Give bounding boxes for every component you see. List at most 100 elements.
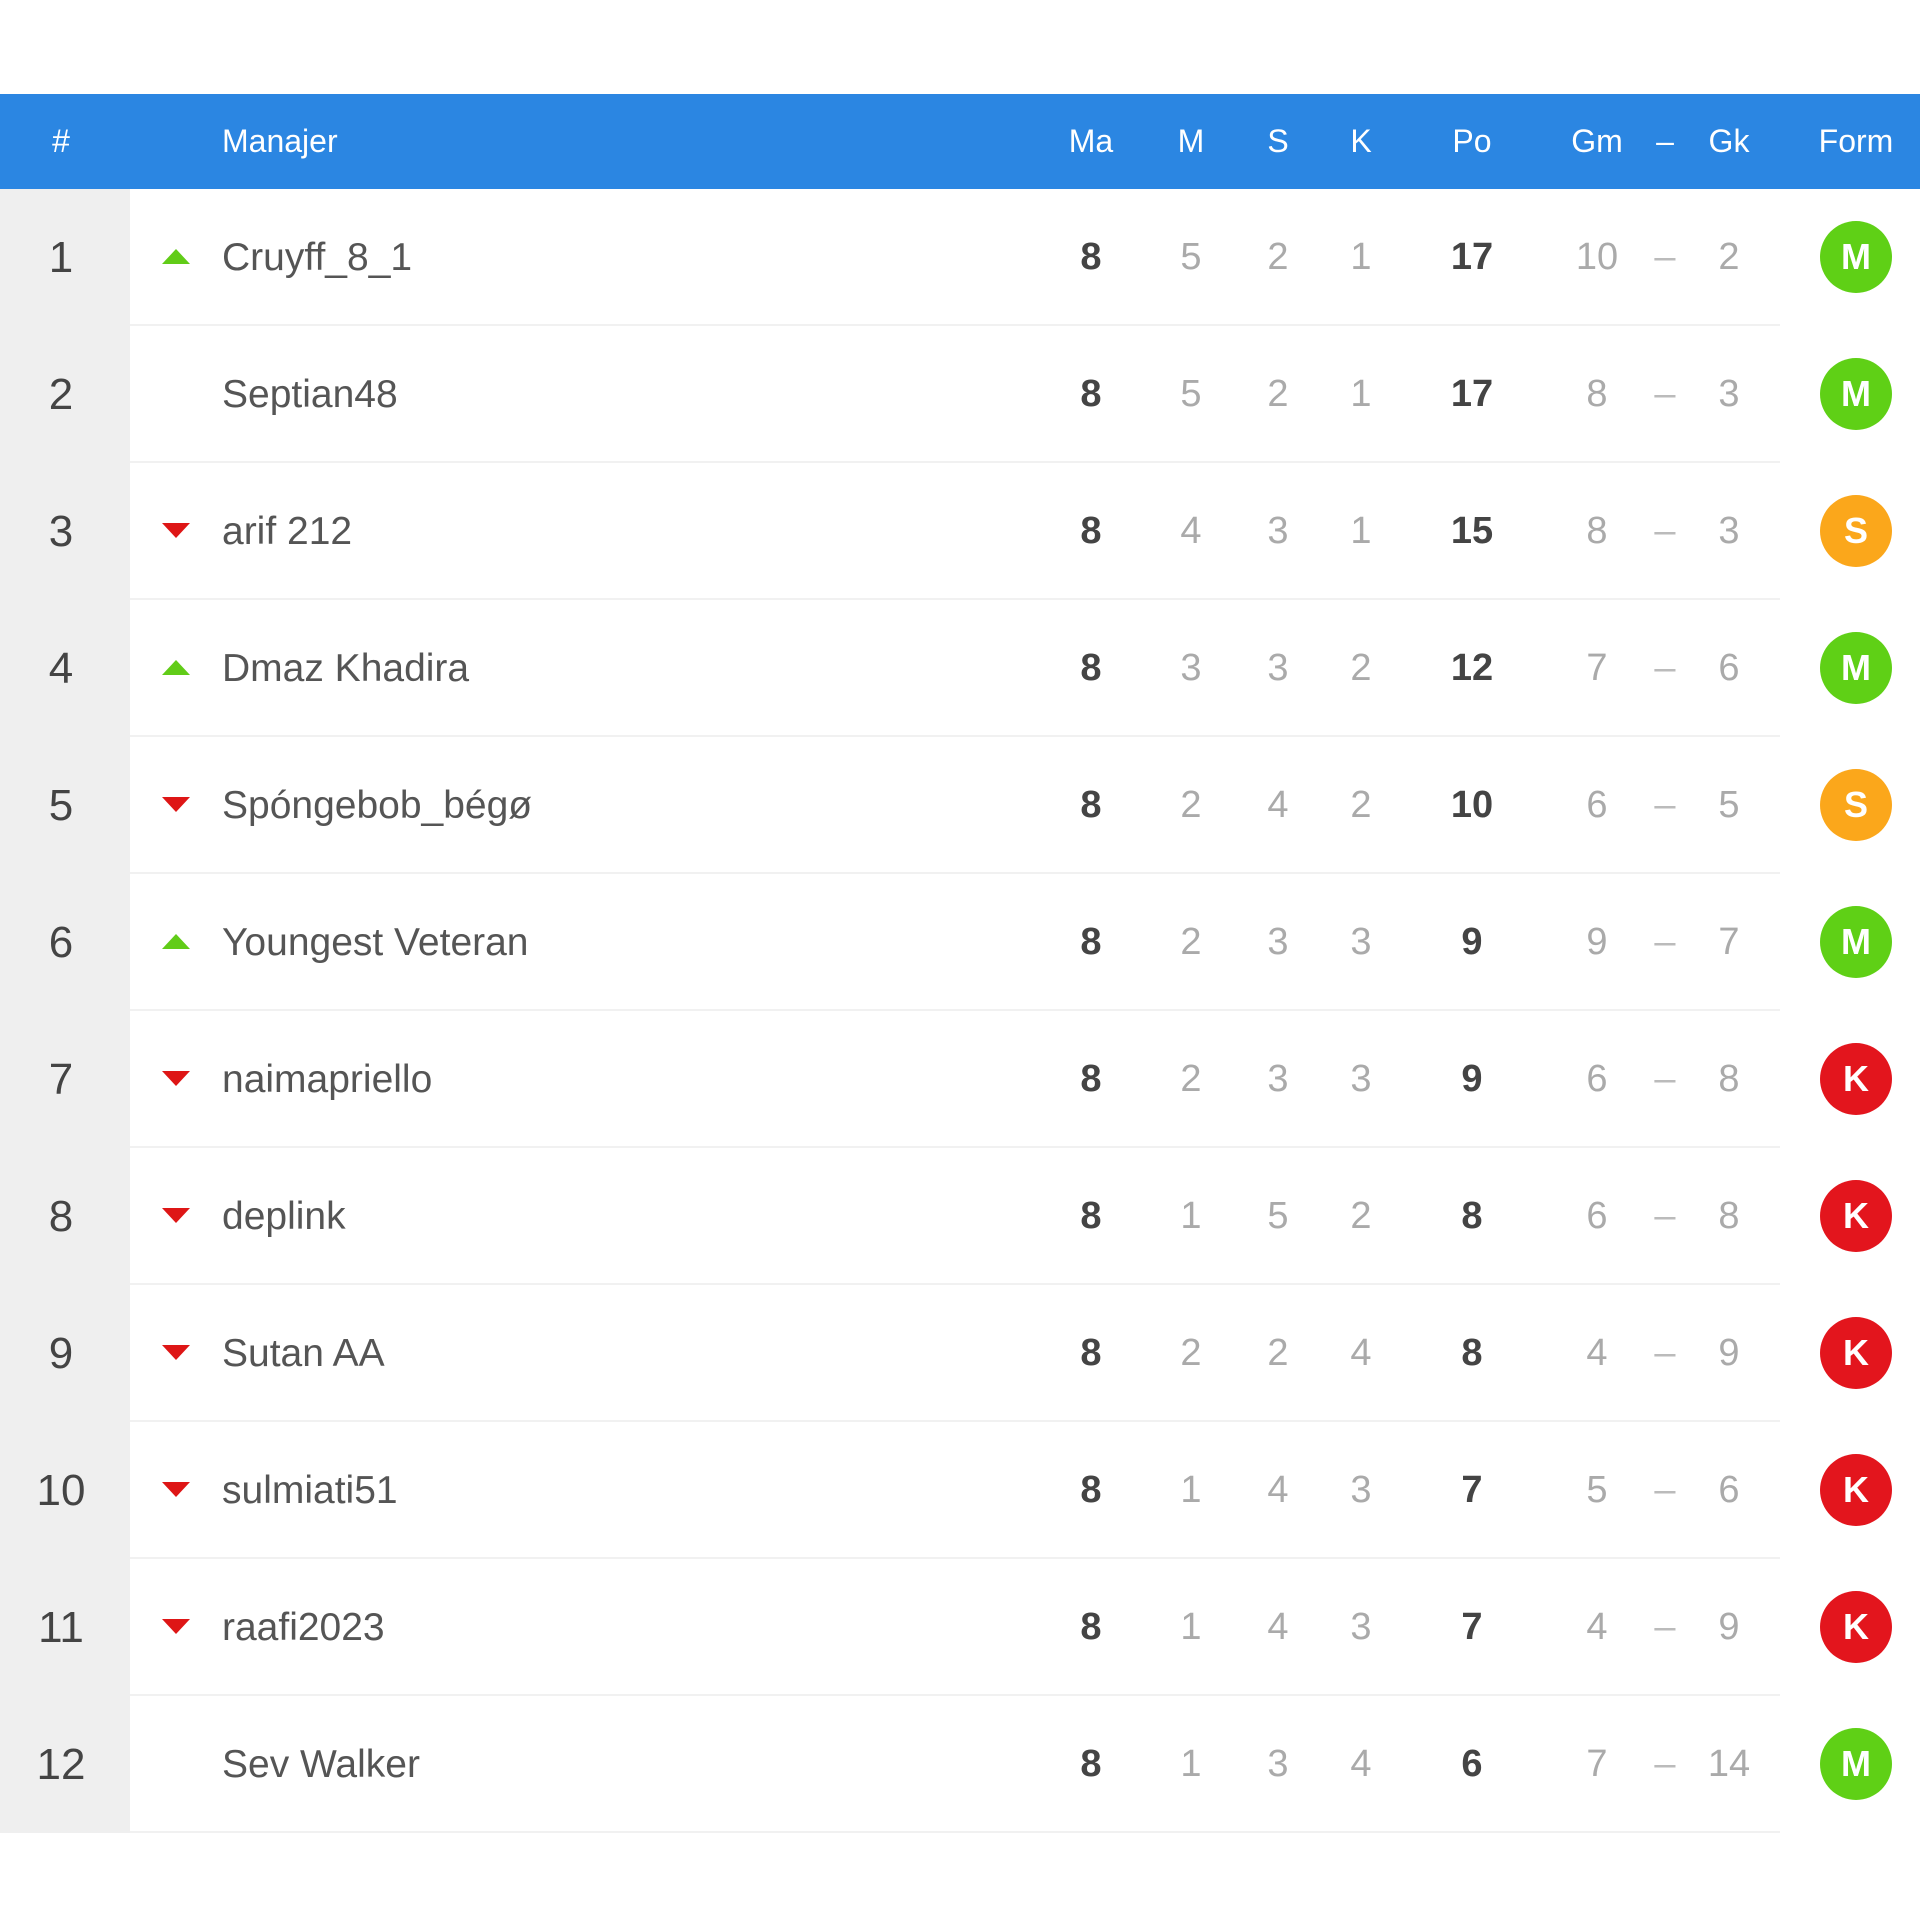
drawn-cell: 3: [1267, 921, 1289, 963]
goals-for-cell: 7: [1586, 1743, 1608, 1785]
won-cell: 2: [1180, 1332, 1202, 1374]
manager-name[interactable]: naimapriello: [222, 1058, 433, 1101]
table-row[interactable]: 11 raafi2023 8 1 4 3 7 4 –9 K: [0, 1559, 1920, 1696]
table-row[interactable]: 6 Youngest Veteran 8 2 3 3 9 9 –7 M: [0, 874, 1920, 1011]
table-row[interactable]: 2 Septian48 8 5 2 1 17 8 –3 M: [0, 326, 1920, 463]
form-badge: M: [1820, 358, 1892, 430]
header-goals-against[interactable]: Gk: [1708, 123, 1750, 159]
goals-against-cell: 3: [1718, 373, 1740, 415]
rank-number: 4: [48, 644, 74, 693]
trend-down-arrow-icon: [162, 523, 190, 538]
row-divider: [130, 324, 1780, 326]
table-row[interactable]: 10 sulmiati51 8 1 4 3 7 5 –6 K: [0, 1422, 1920, 1559]
played-cell: 8: [1080, 1606, 1102, 1648]
form-badge: K: [1820, 1180, 1892, 1252]
goals-against-cell: 9: [1718, 1606, 1740, 1648]
lost-cell: 2: [1350, 784, 1372, 826]
manager-name[interactable]: Dmaz Khadira: [222, 647, 470, 690]
won-cell: 1: [1180, 1606, 1202, 1648]
rank-background: [0, 1559, 130, 1696]
rank-number: 3: [48, 507, 74, 556]
rank-background: [0, 1148, 130, 1285]
rank-number: 7: [48, 1055, 74, 1104]
points-cell: 7: [1461, 1469, 1483, 1511]
points-cell: 15: [1450, 510, 1494, 552]
rank-number: 9: [48, 1329, 74, 1378]
table-row[interactable]: 8 deplink 8 1 5 2 8 6–8 K: [0, 1148, 1920, 1285]
manager-name[interactable]: deplink: [222, 1195, 346, 1238]
dash-separator: –: [1654, 784, 1676, 826]
table-row[interactable]: 4 Dmaz Khadira 8 3 3 2 12 7 –6 M: [0, 600, 1920, 737]
header-drawn[interactable]: S: [1267, 123, 1289, 159]
goals-for-cell: 5: [1586, 1469, 1608, 1511]
dash-separator: –: [1654, 1195, 1676, 1237]
form-badge: M: [1820, 632, 1892, 704]
manager-name[interactable]: sulmiati51: [222, 1469, 398, 1512]
manager-name[interactable]: Youngest Veteran: [222, 921, 529, 964]
played-cell: 8: [1080, 1469, 1102, 1511]
table-row[interactable]: 1 Cruyff_8_1 8 5 2 1 17 10–2 M: [0, 189, 1920, 326]
form-badge: K: [1820, 1454, 1892, 1526]
drawn-cell: 4: [1267, 1469, 1289, 1511]
won-cell: 5: [1180, 373, 1202, 415]
lost-cell: 3: [1350, 921, 1372, 963]
dash-separator: –: [1654, 1743, 1676, 1785]
table-row[interactable]: 9 Sutan AA 8 2 2 4 8 4–9 K: [0, 1285, 1920, 1422]
goals-against-cell: 9: [1718, 1332, 1740, 1374]
played-cell: 8: [1080, 510, 1102, 552]
played-cell: 8: [1080, 1332, 1102, 1374]
goals-against-cell: 14: [1707, 1743, 1751, 1785]
drawn-cell: 3: [1267, 510, 1289, 552]
manager-name[interactable]: arif 212: [222, 510, 353, 553]
manager-name[interactable]: Sutan AA: [222, 1332, 385, 1375]
header-goals-for[interactable]: Gm: [1571, 123, 1623, 159]
row-divider: [130, 598, 1780, 600]
drawn-cell: 3: [1267, 1743, 1289, 1785]
trend-up-arrow-icon: [162, 934, 190, 949]
header-dash: –: [1656, 123, 1674, 159]
goals-for-cell: 10: [1575, 236, 1619, 278]
header-played[interactable]: Ma: [1068, 123, 1114, 159]
lost-cell: 3: [1350, 1469, 1372, 1511]
goals-against-cell: 7: [1718, 921, 1740, 963]
dash-separator: –: [1654, 1332, 1676, 1374]
header-won[interactable]: M: [1177, 123, 1205, 159]
manager-name[interactable]: Sev Walker: [222, 1743, 420, 1786]
form-badge: M: [1820, 1728, 1892, 1800]
manager-name[interactable]: Septian48: [222, 373, 398, 416]
won-cell: 2: [1180, 921, 1202, 963]
table-row[interactable]: 7 naimapriello 8 2 3 3 9 6–8 K: [0, 1011, 1920, 1148]
manager-name[interactable]: Cruyff_8_1: [222, 236, 413, 279]
trend-up-arrow-icon: [162, 660, 190, 675]
manager-name[interactable]: Spóngebob_bégø: [222, 784, 533, 827]
rank-background: [0, 1285, 130, 1422]
header-form: Form: [1818, 123, 1894, 159]
played-cell: 8: [1080, 236, 1102, 278]
trend-down-arrow-icon: [162, 1208, 190, 1223]
header-lost[interactable]: K: [1350, 123, 1372, 159]
goals-against-cell: 3: [1718, 510, 1740, 552]
row-divider: [130, 1557, 1780, 1559]
row-divider: [130, 1283, 1780, 1285]
trend-down-arrow-icon: [162, 797, 190, 812]
table-row[interactable]: 3 arif 212 8 4 3 1 15 8–3 S: [0, 463, 1920, 600]
dash-separator: –: [1654, 373, 1676, 415]
row-divider: [130, 461, 1780, 463]
lost-cell: 4: [1350, 1332, 1372, 1374]
header-points[interactable]: Po: [1452, 123, 1492, 159]
points-cell: 9: [1461, 1058, 1483, 1100]
rank-number: 12: [36, 1740, 86, 1789]
table-row[interactable]: 12 Sev Walker 8 1 3 4 6 7 –14 M: [0, 1696, 1920, 1833]
goals-for-cell: 9: [1586, 921, 1608, 963]
rank-number: 5: [48, 781, 74, 830]
form-badge: M: [1820, 906, 1892, 978]
manager-name[interactable]: raafi2023: [222, 1606, 385, 1649]
goals-for-cell: 8: [1586, 510, 1608, 552]
rank-background: [0, 463, 130, 600]
won-cell: 2: [1180, 1058, 1202, 1100]
played-cell: 8: [1080, 921, 1102, 963]
table-row[interactable]: 5 Spóngebob_bégø 8 2 4 2 10 6–5 S: [0, 737, 1920, 874]
points-cell: 10: [1450, 784, 1494, 826]
header-manager[interactable]: Manajer: [222, 123, 338, 159]
dash-separator: –: [1654, 1606, 1676, 1648]
